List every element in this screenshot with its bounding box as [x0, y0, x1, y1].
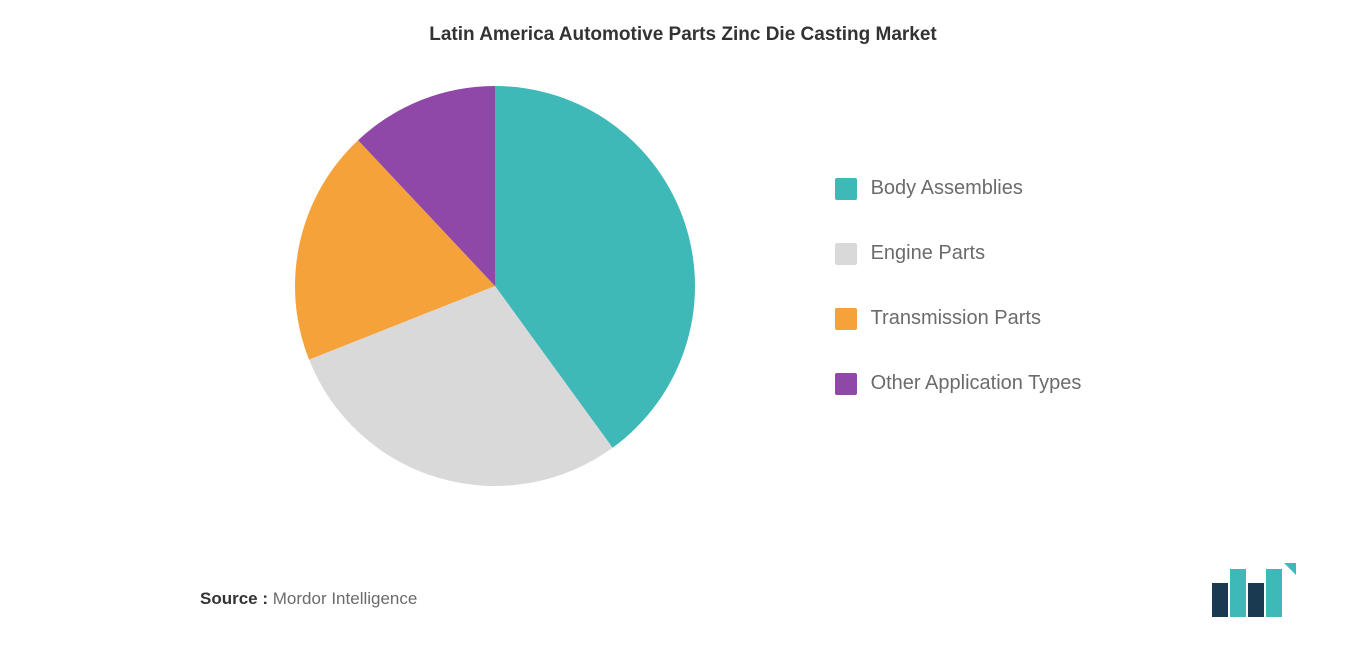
legend-swatch: [835, 243, 857, 265]
mordor-logo-icon: [1212, 563, 1296, 619]
chart-title: Latin America Automotive Parts Zinc Die …: [0, 0, 1366, 56]
legend-swatch: [835, 178, 857, 200]
source-prefix: Source :: [200, 589, 268, 608]
legend-swatch: [835, 373, 857, 395]
legend-item-engine-parts: Engine Parts: [835, 242, 1082, 265]
chart-container: Body Assemblies Engine Parts Transmission …: [0, 56, 1366, 496]
pie-chart: [285, 76, 705, 496]
legend-item-body-assemblies: Body Assemblies: [835, 177, 1082, 200]
legend-item-transmission-parts: Transmission Parts: [835, 307, 1082, 330]
legend: Body Assemblies Engine Parts Transmission …: [835, 177, 1082, 395]
legend-label: Engine Parts: [871, 242, 986, 265]
legend-swatch: [835, 308, 857, 330]
legend-label: Transmission Parts: [871, 307, 1041, 330]
source-attribution: Source : Mordor Intelligence: [200, 589, 417, 609]
legend-item-other-application-types: Other Application Types: [835, 372, 1082, 395]
source-text: Mordor Intelligence: [273, 589, 418, 608]
legend-label: Other Application Types: [871, 372, 1082, 395]
legend-label: Body Assemblies: [871, 177, 1023, 200]
